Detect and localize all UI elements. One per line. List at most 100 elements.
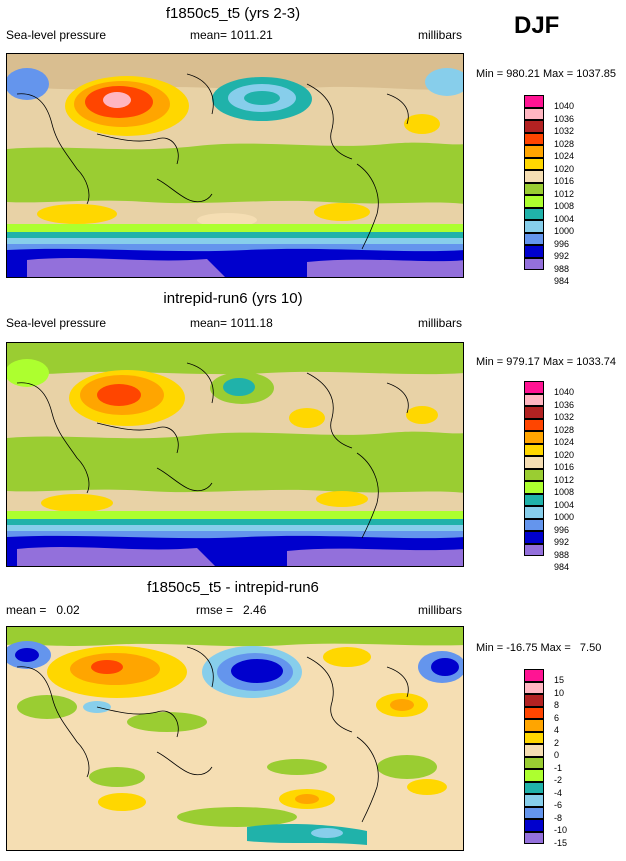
panel2-legend-swatch bbox=[524, 468, 544, 481]
panel1-legend: 1040 1036 1032 1028 1024 1020 1016 1012 … bbox=[524, 95, 614, 286]
panel2-legend-label: 992 bbox=[554, 537, 570, 547]
panel3-legend-swatch bbox=[524, 756, 544, 769]
panel3-legend: 15 10 8 6 4 2 0 -1 -2 -4 -6 -8 -10 -15 bbox=[524, 669, 614, 848]
panel3-legend-swatch bbox=[524, 694, 544, 707]
panel1-right-label: millibars bbox=[418, 28, 463, 42]
panel2-center-label: mean= 1011.18 bbox=[190, 316, 273, 330]
panel2-legend-label: 1024 bbox=[554, 437, 575, 447]
panel3-legend-label: 10 bbox=[554, 687, 565, 698]
panel3-legend-label: 0 bbox=[554, 750, 560, 760]
panel1-legend-swatch bbox=[524, 182, 544, 195]
panel3-legend-label: 4 bbox=[554, 725, 560, 735]
panel2-legend-label: 1040 bbox=[554, 387, 575, 397]
panel3-center-label: rmse = 2.46 bbox=[196, 603, 267, 617]
panel1-legend-label: 1000 bbox=[554, 226, 575, 236]
panel2-legend-label: 1012 bbox=[554, 474, 575, 485]
panel2-legend-label: 1032 bbox=[554, 412, 575, 422]
panel2-legend: 1040 1036 1032 1028 1024 1020 1016 1012 … bbox=[524, 381, 614, 572]
panel3-map bbox=[6, 626, 464, 851]
panel3-legend-swatch bbox=[524, 819, 544, 832]
panel1-legend-label: 1028 bbox=[554, 138, 575, 149]
panel3-legend-label: 2 bbox=[554, 737, 560, 748]
panel1-center-label: mean= 1011.21 bbox=[190, 28, 273, 42]
panel3-legend-label: 15 bbox=[554, 675, 565, 685]
panel2-legend-swatch bbox=[524, 431, 544, 444]
panel1-legend-swatch bbox=[524, 95, 544, 108]
panel3-legend-label: -2 bbox=[554, 775, 563, 785]
season-label: DJF bbox=[514, 12, 560, 39]
panel2-legend-swatch bbox=[524, 456, 544, 469]
panel1-legend-label: 984 bbox=[554, 276, 570, 286]
panel1-legend-label: 992 bbox=[554, 251, 570, 261]
panel1-legend-swatch bbox=[524, 195, 544, 208]
panel1-legend-label: 1020 bbox=[554, 163, 575, 174]
panel1-legend-swatch bbox=[524, 245, 544, 258]
panel3-legend-swatch bbox=[524, 769, 544, 782]
panel2-map-svg bbox=[7, 343, 463, 566]
panel3-legend-swatch bbox=[524, 794, 544, 807]
panel2-legend-swatch bbox=[524, 493, 544, 506]
panel1-legend-swatch bbox=[524, 232, 544, 245]
panel2-legend-label: 988 bbox=[554, 549, 570, 560]
panel3-legend-swatch bbox=[524, 706, 544, 719]
panel2-legend-swatch bbox=[524, 443, 544, 456]
panel2-legend-label: 1004 bbox=[554, 499, 575, 510]
panel1-legend-label: 1016 bbox=[554, 176, 575, 186]
panel2-legend-label: 1036 bbox=[554, 399, 575, 410]
panel2-legend-label: 996 bbox=[554, 524, 570, 535]
panel2-legend-label: 1008 bbox=[554, 487, 575, 497]
panel3-right-label: millibars bbox=[418, 603, 463, 617]
panel2-legend-swatch bbox=[524, 506, 544, 519]
panel1-legend-label: 1032 bbox=[554, 126, 575, 136]
panel2-legend-swatch bbox=[524, 531, 544, 544]
panel1-legend-label: 988 bbox=[554, 263, 570, 274]
panel1-left-label: Sea-level pressure bbox=[6, 28, 107, 42]
panel2-legend-swatch bbox=[524, 518, 544, 531]
panel3-legend-swatch bbox=[524, 744, 544, 757]
panel2-legend-label: 1000 bbox=[554, 512, 575, 522]
panel2-title: intrepid-run6 (yrs 10) bbox=[163, 290, 303, 307]
panel3-legend-label: -15 bbox=[554, 837, 568, 848]
panel3-legend-label: -8 bbox=[554, 812, 563, 823]
panel2-minmax: Min = 979.17 Max = 1033.74 bbox=[476, 356, 617, 368]
panel2-legend-label: 984 bbox=[554, 562, 570, 572]
panel1-map-svg bbox=[7, 54, 463, 277]
panel1-legend-label: 1012 bbox=[554, 188, 575, 199]
panel2-legend-label: 1028 bbox=[554, 424, 575, 435]
panel1-legend-swatch bbox=[524, 257, 544, 270]
panel3-legend-swatch bbox=[524, 669, 544, 682]
panel3-legend-swatch bbox=[524, 731, 544, 744]
panel3-legend-label: -4 bbox=[554, 787, 563, 798]
panel1-legend-label: 1004 bbox=[554, 213, 575, 224]
panel1-legend-label: 1036 bbox=[554, 113, 575, 124]
panel1-legend-swatch bbox=[524, 157, 544, 170]
panel1-legend-swatch bbox=[524, 220, 544, 233]
panel1-legend-swatch bbox=[524, 120, 544, 133]
panel1-legend-swatch bbox=[524, 207, 544, 220]
panel1-legend-swatch bbox=[524, 145, 544, 158]
panel2-legend-swatch bbox=[524, 418, 544, 431]
panel3-legend-label: 8 bbox=[554, 700, 560, 710]
panel1-minmax: Min = 980.21 Max = 1037.85 bbox=[476, 68, 617, 80]
panel1-legend-label: 996 bbox=[554, 238, 570, 249]
panel2-legend-label: 1020 bbox=[554, 449, 575, 460]
panel2-map bbox=[6, 342, 464, 567]
panel3-legend-label: -6 bbox=[554, 800, 563, 810]
panel3-title: f1850c5_t5 - intrepid-run6 bbox=[147, 579, 319, 596]
panel1-legend-swatch bbox=[524, 170, 544, 183]
panel1-legend-swatch bbox=[524, 107, 544, 120]
panel2-legend-swatch bbox=[524, 481, 544, 494]
panel2-legend-swatch bbox=[524, 393, 544, 406]
panel2-right-label: millibars bbox=[418, 316, 463, 330]
panel1-legend-label: 1040 bbox=[554, 101, 575, 111]
panel1-legend-swatch bbox=[524, 132, 544, 145]
panel1-legend-label: 1008 bbox=[554, 201, 575, 211]
panel1-legend-label: 1024 bbox=[554, 151, 575, 161]
panel3-legend-swatch bbox=[524, 806, 544, 819]
panel3-legend-swatch bbox=[524, 831, 544, 844]
panel3-left-label: mean = 0.02 bbox=[6, 603, 80, 617]
panel3-legend-swatch bbox=[524, 781, 544, 794]
panel3-legend-label: -10 bbox=[554, 825, 568, 835]
panel2-legend-swatch bbox=[524, 406, 544, 419]
panel2-legend-swatch bbox=[524, 381, 544, 394]
